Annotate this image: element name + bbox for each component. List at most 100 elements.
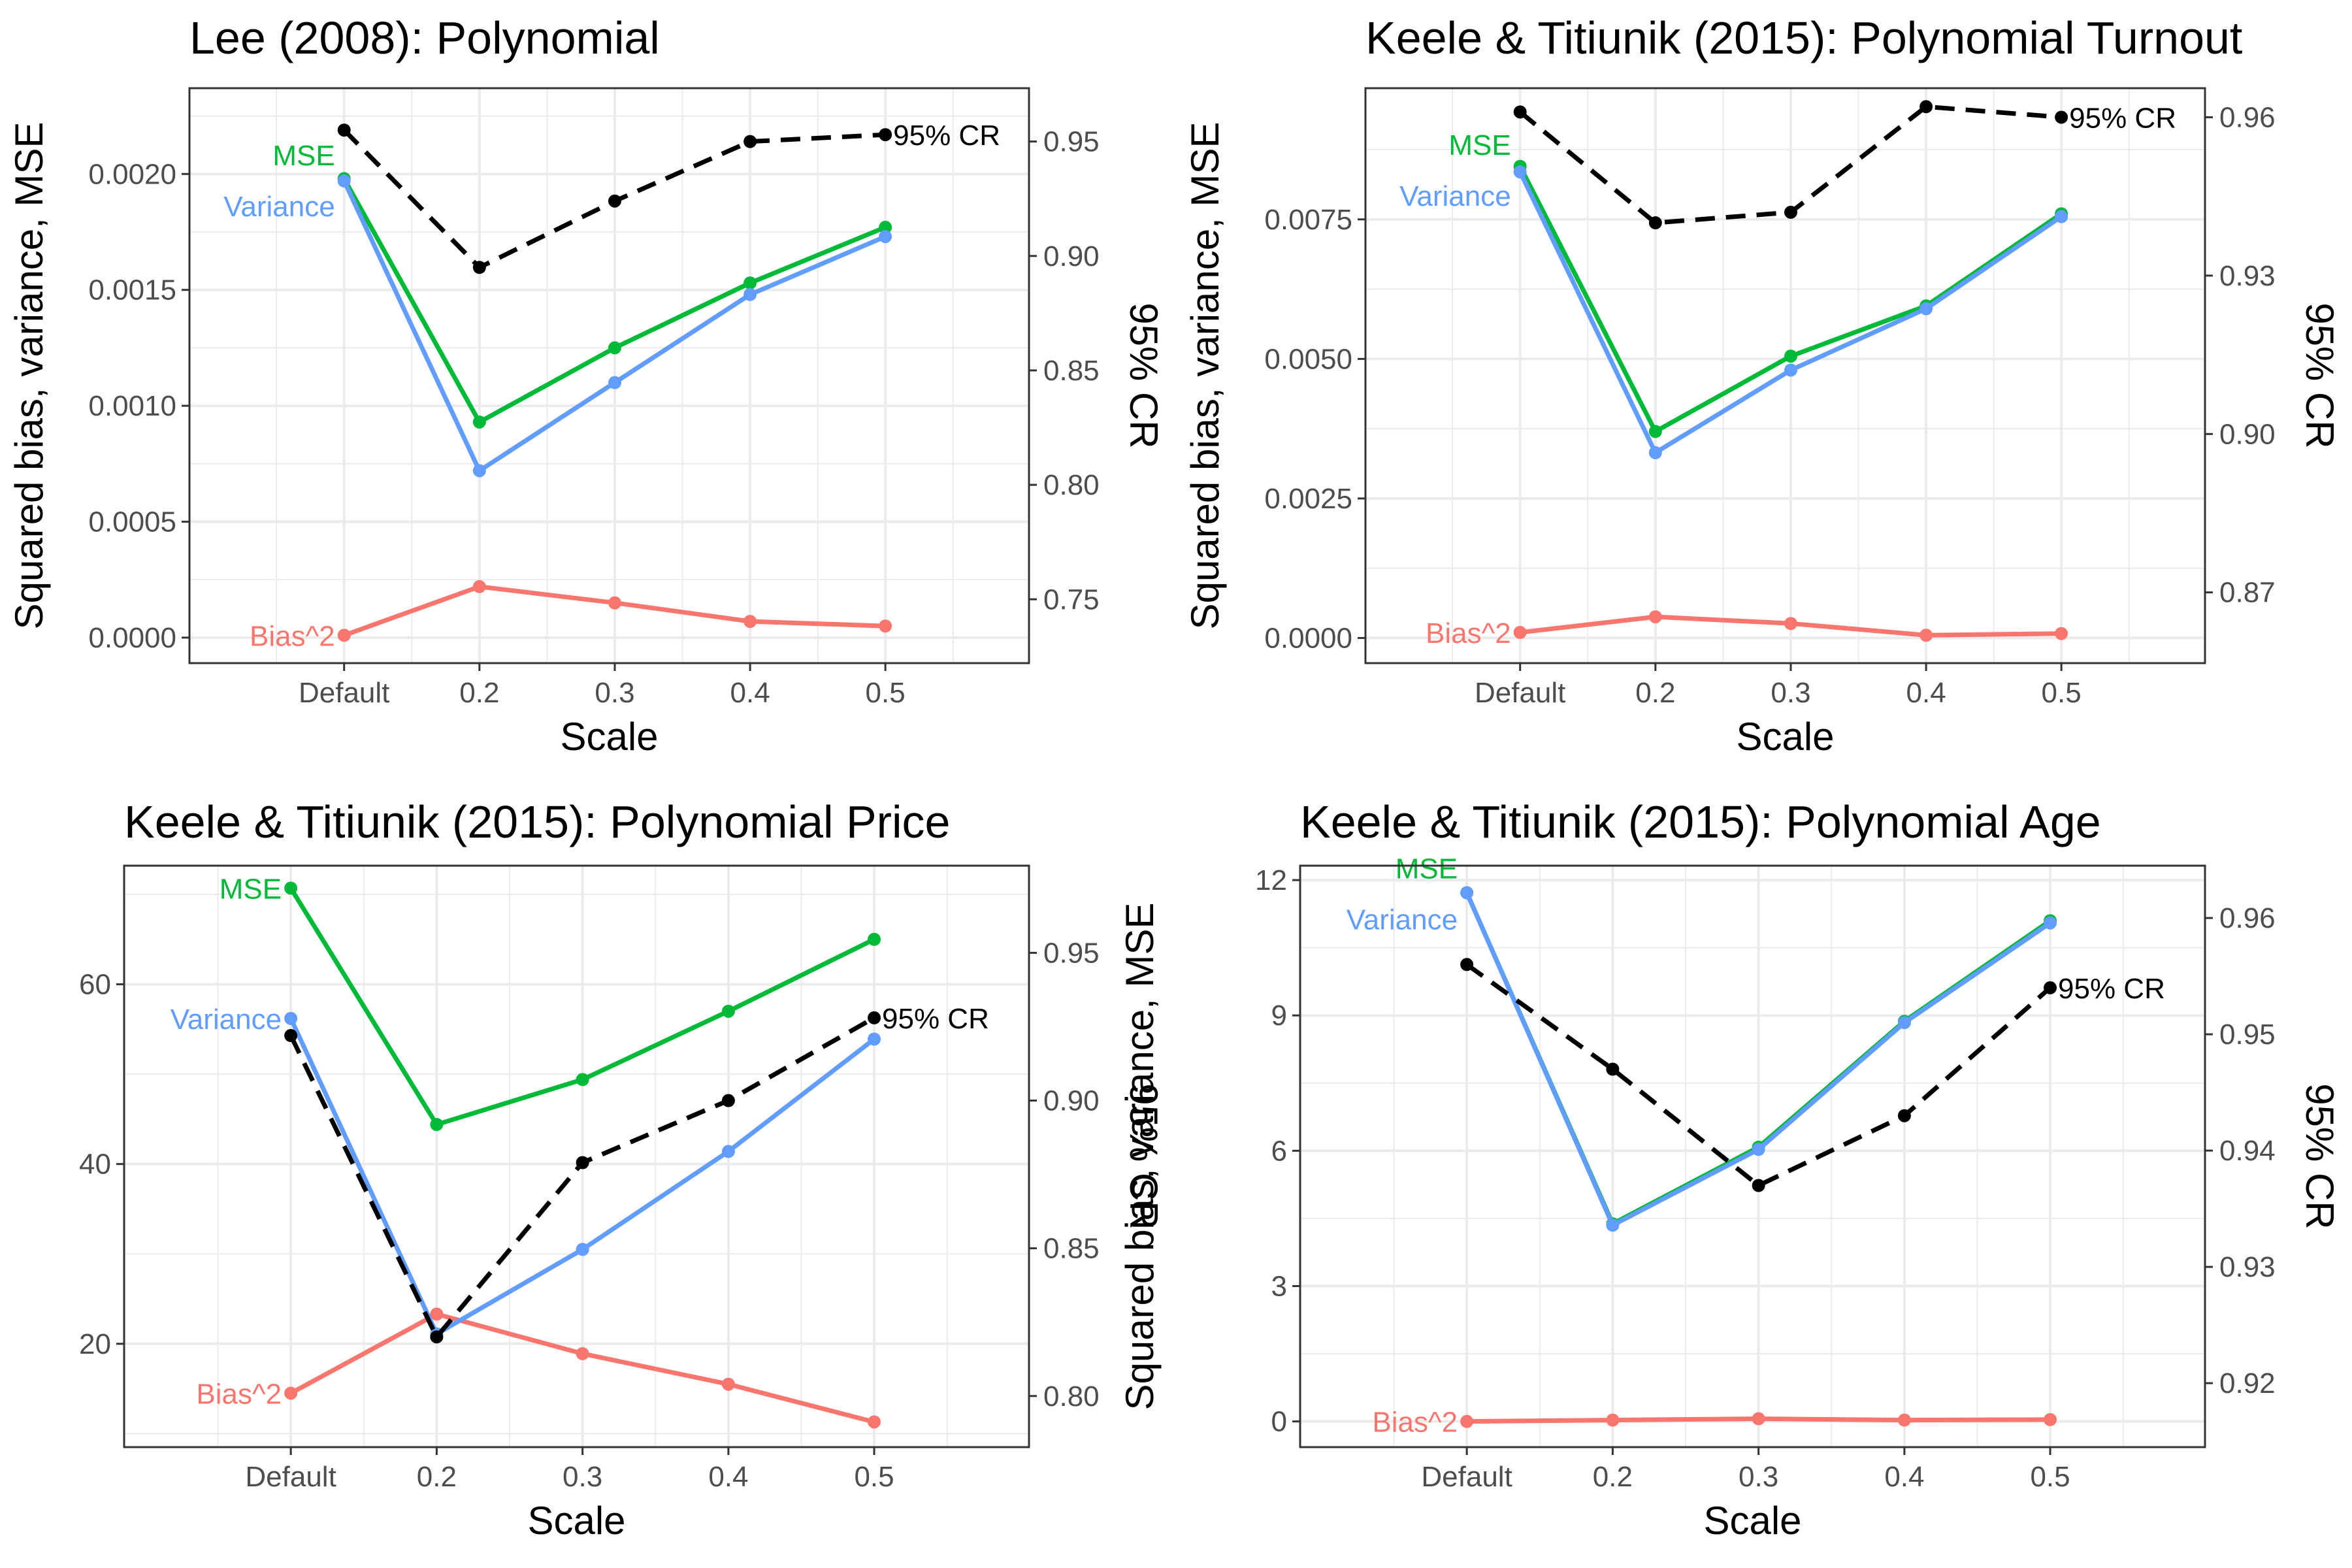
data-point-mse <box>1784 350 1797 363</box>
data-point-variance <box>1460 886 1474 900</box>
data-point-variance <box>1648 446 1662 459</box>
x-axis-title: Scale <box>527 1499 625 1543</box>
y2-tick-label: 0.95 <box>1043 937 1100 969</box>
data-point-cr <box>721 1094 735 1107</box>
x-tick-label: Default <box>299 677 389 709</box>
x-tick-label: 0.2 <box>1635 677 1675 709</box>
x-tick-label: 0.4 <box>708 1461 748 1493</box>
panel-border <box>123 864 1030 1448</box>
data-point-mse <box>576 1073 589 1086</box>
series-label-mse: MSE <box>1396 853 1458 885</box>
x-axis-title: Scale <box>560 715 658 759</box>
data-point-variance <box>337 174 351 188</box>
x-axis-title: Scale <box>1736 715 1834 759</box>
data-point-bias <box>1513 626 1527 640</box>
y2-tick-label: 0.75 <box>1043 583 1100 615</box>
x-tick-label: 0.3 <box>563 1461 602 1493</box>
x-tick-label: 0.2 <box>1593 1461 1633 1493</box>
data-point-cr <box>879 128 892 142</box>
series-label-bias: Bias^2 <box>196 1378 282 1410</box>
y-tick-label: 20 <box>79 1328 111 1360</box>
data-point-bias <box>1784 617 1797 630</box>
y2-tick-label: 0.96 <box>2219 101 2276 133</box>
data-point-mse <box>1648 425 1662 438</box>
data-point-variance <box>2055 210 2068 223</box>
data-point-variance <box>1897 1016 1911 1030</box>
data-point-mse <box>472 415 486 429</box>
y-tick-label: 0.0000 <box>1264 623 1352 655</box>
data-point-bias <box>1897 1413 1911 1427</box>
x-tick-label: 0.3 <box>1739 1461 1778 1493</box>
y2-axis-title: 95% CR <box>2298 302 2342 448</box>
data-point-cr <box>1784 205 1797 219</box>
y2-tick-label: 0.96 <box>2219 902 2276 934</box>
data-point-bias <box>337 629 351 642</box>
data-point-bias <box>1460 1414 1474 1428</box>
data-point-mse <box>721 1004 735 1018</box>
series-label-variance: Variance <box>1347 904 1458 936</box>
data-point-variance <box>721 1145 735 1158</box>
data-point-cr <box>337 123 351 137</box>
series-label-mse: MSE <box>220 873 282 905</box>
y2-axis-title: 95% CR <box>1122 1083 1166 1229</box>
series-label-variance: Variance <box>1399 180 1511 212</box>
x-tick-label: 0.4 <box>730 677 770 709</box>
series-label-cr: 95% CR <box>2058 973 2165 1005</box>
y-tick-label: 9 <box>1271 1000 1287 1032</box>
series-label-bias: Bias^2 <box>250 620 335 652</box>
y-tick-label: 0.0020 <box>88 158 176 190</box>
x-tick-label: 0.5 <box>2030 1461 2070 1493</box>
x-tick-label: 0.3 <box>1771 677 1810 709</box>
data-point-variance <box>576 1243 589 1256</box>
series-label-mse: MSE <box>272 140 335 172</box>
data-point-cr <box>1648 216 1662 230</box>
chart-panel-2: Bias^2 MSE Variance 95% CR 0.0000 0.0025 0.005… <box>1183 12 2342 759</box>
plot-background <box>124 866 1029 1447</box>
data-point-variance <box>868 1032 881 1046</box>
y-tick-label: 6 <box>1271 1135 1287 1167</box>
data-point-variance <box>608 376 621 389</box>
data-point-variance <box>284 1011 298 1025</box>
series-label-mse: MSE <box>1448 129 1511 161</box>
series-line-cr <box>1465 962 2052 1188</box>
y2-tick-label: 0.95 <box>1043 126 1100 158</box>
x-tick-label: Default <box>1475 677 1565 709</box>
data-point-cr <box>472 261 486 274</box>
y-tick-label: 3 <box>1271 1271 1287 1303</box>
x-axis-title: Scale <box>1703 1499 1801 1543</box>
y-tick-label: 0.0005 <box>88 506 176 538</box>
data-point-cr <box>868 1011 881 1024</box>
y2-tick-label: 0.90 <box>1043 1085 1100 1117</box>
data-point-cr <box>2044 981 2057 994</box>
data-point-mse <box>743 276 757 290</box>
y2-tick-label: 0.95 <box>2219 1019 2276 1051</box>
data-point-cr <box>1606 1062 1620 1076</box>
data-point-bias <box>868 1415 881 1429</box>
y-tick-label: 0.0075 <box>1264 204 1352 236</box>
x-tick-label: 0.2 <box>417 1461 457 1493</box>
series-label-variance: Variance <box>223 191 335 223</box>
data-point-cr <box>743 135 757 148</box>
chart-title: Keele & Titiunik (2015): Polynomial Age <box>1300 796 2101 847</box>
data-point-variance <box>1606 1218 1620 1232</box>
data-point-cr <box>1897 1109 1911 1122</box>
data-point-variance <box>2044 916 2057 930</box>
data-point-bias <box>576 1347 589 1360</box>
y-axis-title: Squared bias, variance, MSE <box>7 122 51 629</box>
y-tick-label: 40 <box>79 1149 111 1181</box>
chart-title: Lee (2008): Polynomial <box>189 12 660 63</box>
data-point-bias <box>2055 627 2068 640</box>
data-point-cr <box>1752 1179 1765 1192</box>
data-point-cr <box>576 1156 589 1169</box>
chart-title: Keele & Titiunik (2015): Polynomial Turn… <box>1365 12 2242 63</box>
x-tick-label: 0.3 <box>595 677 634 709</box>
data-point-bias <box>1648 610 1662 624</box>
data-point-variance <box>1752 1143 1765 1156</box>
x-tick-label: Default <box>245 1461 336 1493</box>
x-tick-label: 0.4 <box>1906 677 1946 709</box>
data-point-bias <box>284 1386 298 1400</box>
y2-tick-label: 0.85 <box>1043 1233 1100 1265</box>
x-tick-label: 0.2 <box>459 677 499 709</box>
panel-border <box>1299 864 2206 1448</box>
